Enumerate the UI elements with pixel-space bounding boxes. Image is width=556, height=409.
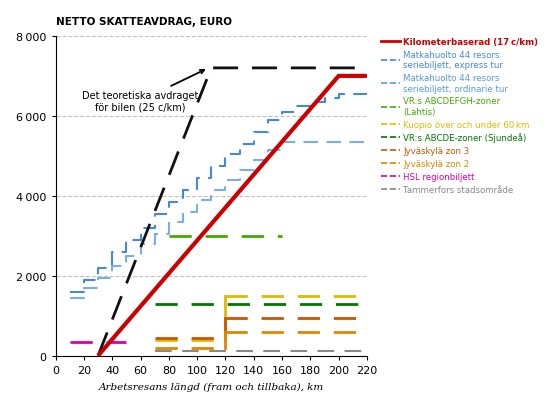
Legend: Kilometerbaserad (17 c/km), Matkahuolto 44 resors
seriebiljett, express tur, Mat: Kilometerbaserad (17 c/km), Matkahuolto …: [381, 38, 538, 195]
Text: Det teoretiska avdraget
för bilen (25 c/km): Det teoretiska avdraget för bilen (25 c/…: [82, 71, 204, 112]
Text: NETTO SKATTEAVDRAG, EURO: NETTO SKATTEAVDRAG, EURO: [56, 17, 232, 27]
X-axis label: Arbetsresans längd (fram och tillbaka), km: Arbetsresans längd (fram och tillbaka), …: [98, 382, 324, 391]
